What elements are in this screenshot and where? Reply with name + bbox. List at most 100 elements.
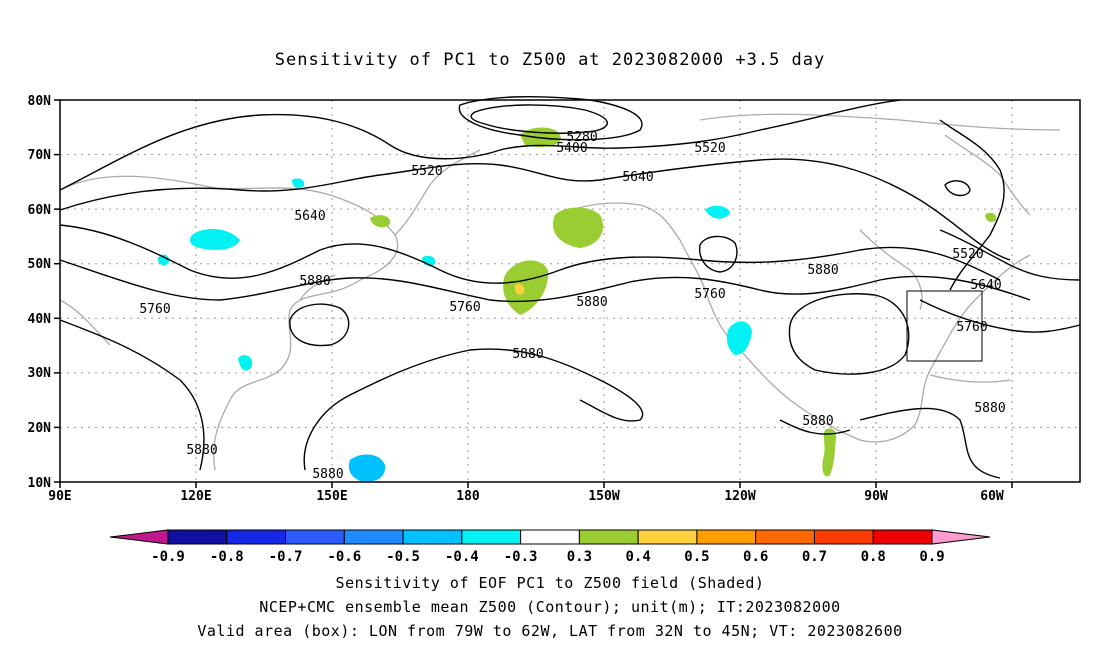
lon-label: 60W	[980, 489, 1004, 504]
contour-5640-east	[939, 229, 1081, 281]
contour-label: 5880	[186, 443, 217, 458]
contour-label-extra: 5880	[312, 467, 343, 482]
contour-5880-east	[859, 407, 1001, 479]
lat-label: 50N	[28, 257, 52, 272]
contour-label: 5880	[299, 274, 330, 289]
colorbar-segment	[872, 529, 933, 545]
lon-label: 120W	[724, 489, 755, 504]
colorbar-segment	[461, 529, 522, 545]
lat-label: 40N	[28, 312, 52, 327]
contour-label: 5880	[512, 347, 543, 362]
contour-5760	[59, 224, 1001, 284]
colorbar-tick-label: 0.4	[626, 549, 651, 565]
lat-label: 10N	[28, 476, 52, 491]
colorbar-segment	[343, 529, 404, 545]
footer-contour-caption: NCEP+CMC ensemble mean Z500 (Contour); u…	[259, 598, 841, 616]
contour-5880-west-pacific	[289, 303, 350, 347]
contour-5400-low	[470, 104, 608, 134]
lat-label: 30N	[28, 366, 52, 381]
lat-label: 60N	[28, 203, 52, 218]
contour-5880-subtropical	[303, 348, 644, 471]
colorbar-tick-label: 0.5	[684, 549, 709, 565]
shade-yakutsk-negative	[292, 178, 305, 188]
contour-label: 5280	[566, 130, 597, 145]
coast-india	[59, 299, 111, 346]
lon-label: 180	[456, 489, 480, 504]
contour-label: 5640	[970, 278, 1001, 293]
colorbar-tick-label: -0.6	[327, 549, 361, 565]
colorbar-end-low	[109, 529, 169, 545]
colorbar-tick-label: -0.3	[504, 549, 538, 565]
coast-hudson	[859, 229, 923, 311]
colorbar-end-high	[931, 529, 991, 545]
contour-label: 5760	[449, 300, 480, 315]
colorbar-segment	[402, 529, 463, 545]
shade-california-negative	[726, 321, 752, 355]
contour-5880-high	[788, 293, 910, 375]
colorbar-segment	[285, 529, 345, 545]
contour-5520-north	[59, 99, 901, 191]
z500-contours	[59, 96, 1081, 479]
contour-label: 5880	[576, 295, 607, 310]
contour-label: 5640	[294, 209, 325, 224]
colorbar-tick-label: 0.6	[743, 549, 768, 565]
contour-label: 5400	[556, 141, 587, 156]
shade-aleutian-peak	[514, 283, 525, 295]
contour-label: 5880	[802, 414, 833, 429]
shade-alaska-positive	[552, 207, 604, 248]
colorbar-segment	[813, 529, 874, 545]
coast-greenland	[944, 134, 1031, 216]
valid-area-box	[906, 290, 983, 362]
colorbar-segment	[167, 529, 228, 545]
colorbar-tick-label: -0.7	[269, 549, 303, 565]
colorbar-tick-label: -0.9	[151, 549, 185, 565]
colorbar-segment	[755, 529, 815, 545]
coast-japan	[299, 274, 336, 301]
shade-mongolia-negative	[158, 254, 170, 266]
shade-pacific-negative	[348, 454, 386, 482]
colorbar-segment	[696, 529, 757, 545]
shade-okhotsk-positive	[370, 215, 391, 228]
contour-label: 5760	[139, 302, 170, 317]
coast-arctic	[699, 113, 1061, 131]
coast-kamchatka	[394, 149, 481, 236]
contour-5880-gulf	[779, 419, 851, 435]
contour-greenland	[939, 119, 1005, 291]
coast-asia	[59, 175, 399, 471]
colorbar-tick-label: 0.3	[567, 549, 592, 565]
colorbar	[109, 529, 991, 545]
colorbar-segment	[226, 529, 287, 545]
colorbar-tick-label: 0.7	[802, 549, 827, 565]
shade-china-negative	[238, 355, 253, 371]
gridlines	[60, 100, 1080, 482]
contour-label: 5880	[974, 401, 1005, 416]
lon-label: 90W	[864, 489, 888, 504]
contour-5760-east	[919, 299, 1081, 333]
sensitivity-shading	[158, 127, 997, 482]
contour-label: 5760	[956, 320, 987, 335]
shade-canada-negative	[705, 205, 730, 219]
lon-label: 90E	[48, 489, 71, 504]
contour-label: 5880	[807, 263, 838, 278]
contour-5760-cutoff	[698, 235, 738, 273]
lat-label: 80N	[28, 94, 52, 109]
shade-central-america-positive	[822, 428, 837, 477]
lat-label: 20N	[28, 421, 52, 436]
map-frame	[59, 99, 1081, 483]
colorbar-segment	[637, 529, 698, 545]
colorbar-segment	[520, 529, 580, 545]
contour-label: 5760	[694, 287, 725, 302]
shade-labrador-positive	[985, 212, 997, 223]
lat-label: 70N	[28, 148, 52, 163]
contour-5880-jet	[59, 259, 1031, 303]
lon-label: 150W	[588, 489, 619, 504]
lon-ticks	[59, 482, 1013, 488]
contour-label: 5640	[622, 170, 653, 185]
coast-north-america	[559, 202, 1031, 443]
footer-shading-caption: Sensitivity of EOF PC1 to Z500 field (Sh…	[335, 574, 765, 592]
colorbar-tick-label: -0.4	[445, 549, 479, 565]
colorbar-tick-label: -0.5	[386, 549, 420, 565]
contour-5880-sw	[59, 319, 205, 471]
colorbar-labels: -0.9 -0.8 -0.7 -0.6 -0.5 -0.4 -0.3 0.3 0.4 0.5 0.6…	[151, 549, 945, 565]
